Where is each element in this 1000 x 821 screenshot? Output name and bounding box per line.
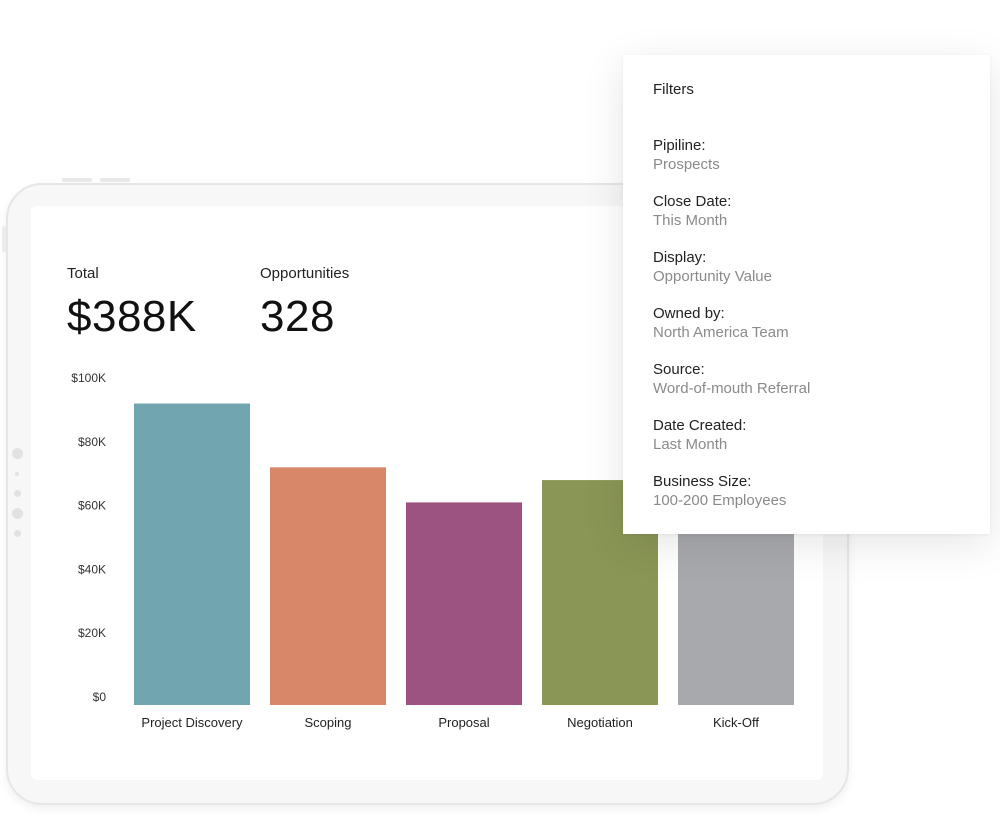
- filter-value: 100-200 Employees: [653, 492, 787, 509]
- filter-value: Prospects: [653, 156, 720, 173]
- camera-dot: [12, 448, 23, 459]
- camera-dot: [12, 508, 23, 519]
- filter-label: Display:: [653, 249, 707, 266]
- y-tick-label: $100K: [71, 371, 106, 385]
- total-value: $388K: [67, 292, 197, 341]
- y-tick-label: $0: [93, 690, 107, 704]
- filter-display[interactable]: Display: Opportunity Value: [653, 249, 772, 287]
- sensor-dot: [15, 472, 19, 476]
- filter-label: Business Size:: [653, 473, 752, 490]
- x-tick-label: Proposal: [438, 715, 489, 730]
- filter-close-date[interactable]: Close Date: This Month: [653, 193, 731, 231]
- filter-value: Last Month: [653, 436, 728, 453]
- filter-source[interactable]: Source: Word-of-mouth Referral: [653, 361, 810, 399]
- filters-title: Filters: [653, 81, 694, 98]
- y-tick-label: $60K: [78, 499, 106, 513]
- x-tick-label: Project Discovery: [141, 715, 243, 730]
- x-tick-label: Scoping: [305, 715, 352, 730]
- filter-owned-by[interactable]: Owned by: North America Team: [653, 305, 789, 343]
- bar-proposal[interactable]: [406, 502, 522, 705]
- filter-pipeline[interactable]: Pipiline: Prospects: [653, 137, 720, 175]
- filter-label: Owned by:: [653, 305, 725, 322]
- filters-panel: Filters Pipiline: Prospects Close Date: …: [623, 55, 990, 534]
- bar-scoping[interactable]: [270, 467, 386, 705]
- y-tick-label: $40K: [78, 562, 106, 576]
- filter-business-size[interactable]: Business Size: 100-200 Employees: [653, 473, 786, 511]
- filter-value: North America Team: [653, 324, 789, 341]
- tablet-side-button: [2, 226, 6, 252]
- filter-value: This Month: [653, 212, 728, 229]
- x-tick-label: Negotiation: [567, 715, 633, 730]
- filter-value: Word-of-mouth Referral: [653, 380, 811, 397]
- opportunities-value: 328: [260, 292, 335, 341]
- filter-label: Source:: [653, 361, 705, 378]
- tablet-top-button: [62, 178, 92, 182]
- tablet-top-button: [100, 178, 130, 182]
- filter-label: Pipiline:: [653, 137, 706, 154]
- opportunities-label: Opportunities: [260, 265, 350, 282]
- filter-date-created[interactable]: Date Created: Last Month: [653, 417, 746, 455]
- sensor-dot: [14, 530, 21, 537]
- bar-project-discovery[interactable]: [134, 403, 250, 705]
- filter-label: Close Date:: [653, 193, 732, 210]
- bar-kick-off[interactable]: [678, 527, 794, 705]
- filter-label: Date Created:: [653, 417, 747, 434]
- x-tick-label: Kick-Off: [713, 715, 759, 730]
- filter-value: Opportunity Value: [653, 268, 772, 285]
- y-tick-label: $80K: [78, 435, 106, 449]
- sensor-dot: [14, 490, 21, 497]
- y-tick-label: $20K: [78, 626, 106, 640]
- total-label: Total: [67, 265, 99, 282]
